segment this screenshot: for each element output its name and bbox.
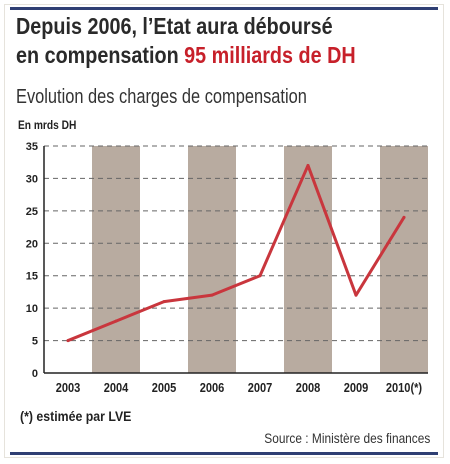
data-point-2007 — [258, 274, 262, 278]
column-band-2009 — [332, 146, 380, 373]
x-tick-label: 2010(*) — [386, 380, 422, 395]
x-tick-label: 2005 — [152, 380, 177, 395]
bottom-rule — [10, 452, 438, 455]
column-band-2008 — [284, 146, 332, 373]
headline: Depuis 2006, l’Etat aura déboursé en com… — [16, 12, 382, 70]
x-tick-label: 2007 — [248, 380, 273, 395]
x-tick-label: 2004 — [104, 380, 129, 395]
source-credit: Source : Ministère des finances — [263, 430, 430, 446]
y-tick-label: 15 — [26, 271, 38, 283]
y-tick-label: 25 — [26, 206, 38, 218]
column-band-2007 — [236, 146, 284, 373]
column-band-2003 — [44, 146, 92, 373]
data-point-2003 — [66, 339, 70, 343]
unit-label: En mrds DH — [18, 118, 77, 132]
data-point-2006 — [210, 293, 214, 297]
column-band-2005 — [140, 146, 188, 373]
headline-accent: 95 milliards de DH — [184, 42, 356, 68]
column-band-2004 — [92, 146, 140, 373]
y-tick-label: 30 — [26, 173, 38, 185]
y-tick-label: 20 — [26, 238, 38, 250]
y-tick-label: 10 — [26, 303, 38, 315]
x-tick-label: 2008 — [296, 380, 321, 395]
infographic-frame — [4, 4, 444, 458]
y-tick-label: 5 — [32, 336, 38, 348]
x-tick-label: 2009 — [344, 380, 369, 395]
x-tick-label: 2003 — [56, 380, 81, 395]
top-rule — [10, 7, 438, 10]
data-point-2009 — [354, 293, 358, 297]
data-point-2004 — [114, 319, 118, 323]
y-tick-label: 35 — [26, 141, 38, 153]
headline-line-2-prefix: en compensation — [16, 42, 185, 68]
chart-subtitle: Evolution des charges de compensation — [16, 86, 307, 108]
x-tick-label: 2006 — [200, 380, 225, 395]
data-point-2005 — [162, 300, 166, 304]
headline-line-2: en compensation 95 milliards de DH — [16, 41, 382, 70]
column-band-2010 — [380, 146, 428, 373]
footnote: (*) estimée par LVE — [20, 408, 132, 424]
series-line — [66, 163, 406, 343]
data-point-2008 — [306, 163, 310, 167]
y-tick-label: 0 — [32, 368, 38, 380]
column-band-2006 — [188, 146, 236, 373]
data-point-2010 — [402, 215, 406, 219]
headline-line-1: Depuis 2006, l’Etat aura déboursé — [16, 13, 333, 39]
